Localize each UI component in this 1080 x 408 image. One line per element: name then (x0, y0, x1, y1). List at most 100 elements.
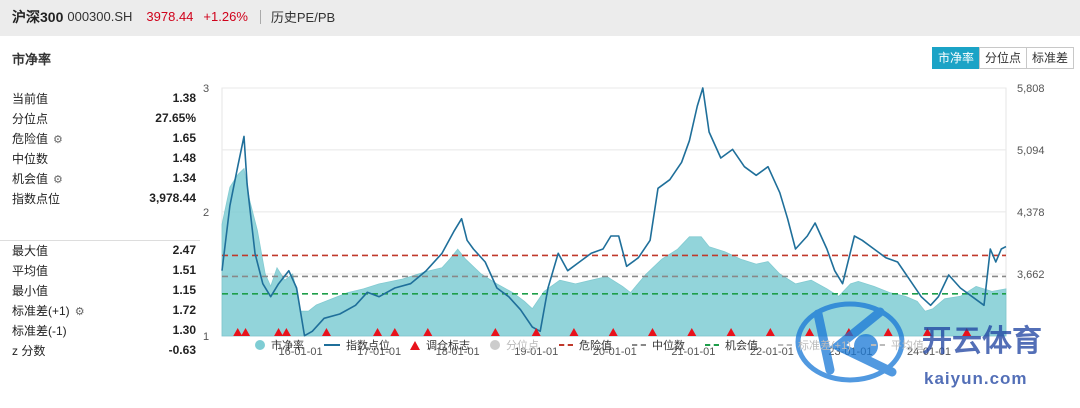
header-divider (259, 9, 261, 24)
legend-label: 标准差(+1) (798, 340, 851, 352)
rebalance-marker (687, 328, 697, 336)
stat-row: 标准差(+1) ⚙ 1.72 (12, 300, 196, 320)
legend-item[interactable]: 标准差(+1) (778, 337, 851, 353)
stat-label: 平均值 (12, 263, 49, 278)
rebalance-marker (569, 328, 579, 336)
stat-row: 指数点位 3,978.44 (12, 188, 196, 208)
legend-label: 调仓标志 (426, 340, 470, 352)
ball-icon (854, 334, 878, 358)
rebalance-marker (765, 328, 775, 336)
x-tick-label: 19-01-01 (514, 346, 558, 358)
stat-label: 标准差(-1) (12, 323, 67, 338)
stat-row: 最大值 2.47 (12, 240, 196, 260)
gear-icon[interactable]: ⚙ (74, 305, 85, 318)
legend-marker (705, 344, 719, 346)
legend-item[interactable]: 分位点 (490, 337, 539, 353)
series-pb-area (221, 167, 1007, 337)
stat-row: z 分数 -0.63 (12, 340, 196, 360)
stat-row: 中位数 1.48 (12, 148, 196, 168)
legend-item[interactable]: 调仓标志 (410, 337, 470, 353)
rebalance-marker (490, 328, 500, 336)
stat-label: 当前值 (12, 91, 49, 106)
stat-value: 1.38 (172, 91, 196, 105)
stat-value: 1.30 (172, 323, 196, 337)
y-right-tick-label: 5,808 (1017, 83, 1045, 95)
metric-tabs: 市净率 分位点 标准差 (931, 47, 1074, 69)
legend-item[interactable]: 机会值 (705, 337, 758, 353)
y-left-tick-label: 3 (203, 83, 209, 95)
legend-item[interactable]: 危险值 (559, 337, 612, 353)
rebalance-marker (922, 328, 932, 336)
stat-label: 分位点 (12, 111, 49, 126)
y-left-tick-label: 2 (203, 207, 209, 219)
rebalance-marker (233, 328, 243, 336)
stat-value: 1.72 (172, 303, 196, 317)
stat-label: 最小值 (12, 283, 49, 298)
stat-label: 指数点位 (12, 191, 61, 206)
stat-value: 1.48 (172, 151, 196, 165)
rebalance-marker (274, 328, 284, 336)
index-name[interactable]: 沪深300 (12, 8, 64, 25)
legend-label: 分位点 (506, 340, 539, 352)
legend-marker (559, 344, 573, 346)
legend-item[interactable]: 中位数 (632, 337, 685, 353)
rebalance-marker (373, 328, 383, 336)
stat-value: 1.34 (172, 171, 196, 185)
history-pe-pb-link[interactable]: 历史PE/PB (270, 10, 336, 25)
rebalance-marker (726, 328, 736, 336)
header-bar: 沪深300 000300.SH 3978.44 +1.26% 历史PE/PB (0, 0, 1080, 33)
panel-title: 市净率 (12, 52, 52, 67)
x-tick-label: 22-01-01 (750, 346, 794, 358)
stats-divider (0, 240, 200, 241)
legend-label: 指数点位 (346, 340, 390, 352)
rebalance-marker (647, 328, 657, 336)
rebalance-marker (805, 328, 815, 336)
rebalance-marker (321, 328, 331, 336)
index-price: 3978.44 (146, 9, 194, 24)
rebalance-marker (608, 328, 618, 336)
stat-value: 1.15 (172, 283, 196, 297)
watermark-url: kaiyun.com (924, 369, 1028, 388)
rebalance-marker (962, 328, 972, 336)
rebalance-marker (423, 328, 433, 336)
x-tick-label: 18-01-01 (436, 346, 480, 358)
x-tick-label: 20-01-01 (593, 346, 637, 358)
legend-item[interactable]: 指数点位 (324, 337, 390, 353)
gear-icon[interactable]: ⚙ (53, 133, 63, 146)
stat-row: 标准差(-1) 1.30 (12, 320, 196, 340)
rebalance-marker (883, 328, 893, 336)
legend-marker (410, 340, 420, 350)
legend-marker (255, 340, 265, 350)
stat-value: 2.47 (172, 243, 196, 257)
y-right-tick-label: 3,662 (1017, 269, 1045, 281)
stat-row: 当前值 1.38 (12, 88, 196, 108)
stat-label: 机会值 (12, 171, 49, 186)
rebalance-marker (390, 328, 400, 336)
legend-item[interactable]: 平均值 (870, 337, 924, 353)
stat-label: 最大值 (12, 243, 49, 258)
y-right-tick-label: 4,378 (1017, 207, 1045, 219)
stat-row: 最小值 1.15 (12, 280, 196, 300)
stat-value: 1.65 (172, 131, 196, 145)
tab-2[interactable]: 标准差 (1025, 47, 1074, 69)
y-right-tick-label: 5,094 (1017, 145, 1045, 157)
x-tick-label: 16-01-01 (279, 346, 323, 358)
stat-row: 分位点 27.65% (12, 108, 196, 128)
legend-marker (778, 344, 792, 346)
legend-item[interactable]: 市净率 (255, 337, 304, 353)
stat-label: z 分数 (12, 343, 46, 358)
x-tick-label: 21-01-01 (671, 346, 715, 358)
watermark-brand: 开云体育 (922, 324, 1042, 358)
legend-label: 市净率 (271, 340, 304, 352)
legend-label: 机会值 (725, 340, 758, 352)
tab-0[interactable]: 市净率 (931, 47, 980, 69)
legend-label: 平均值 (890, 340, 924, 352)
legend-marker (870, 344, 885, 346)
index-change: +1.26% (203, 9, 248, 24)
chart-legend: 市净率 指数点位 调仓标志 分位点 危险值 中位数 机会值 标准差(+1) 平均值 (255, 337, 944, 353)
legend-marker (324, 344, 340, 346)
gear-icon[interactable]: ⚙ (53, 173, 63, 186)
x-tick-label: 24-01-01 (907, 346, 951, 358)
rebalance-marker (531, 328, 541, 336)
